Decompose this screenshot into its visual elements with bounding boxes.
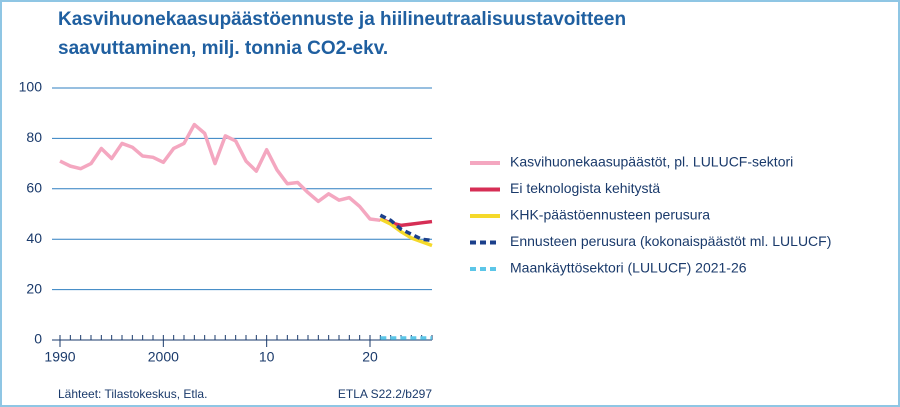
chart-title: Kasvihuonekaasupäästöennuste ja hiilineu… [58, 9, 626, 30]
legend-label: KHK-päästöennusteen perusura [510, 207, 710, 223]
y-tick-label: 60 [26, 180, 42, 196]
y-tick-label: 100 [19, 79, 43, 95]
x-tick-label: 20 [362, 349, 378, 365]
y-tick-label: 0 [34, 331, 42, 347]
x-tick-label: 10 [259, 349, 275, 365]
chart-subtitle: saavuttaminen, milj. tonnia CO2-ekv. [58, 38, 388, 59]
series-line [59, 122, 381, 223]
x-tick-label: 1990 [44, 349, 75, 365]
legend-label: Kasvihuonekaasupäästöt, pl. LULUCF-sekto… [510, 154, 793, 170]
series-line [379, 217, 433, 248]
y-tick-label: 80 [26, 129, 42, 145]
note: ETLA S22.2/b297 [338, 387, 432, 401]
legend-label: Ennusteen perusura (kokonaispäästöt ml. … [510, 233, 831, 249]
series-line [379, 213, 433, 243]
legend-label: Maankäyttösektori (LULUCF) 2021-26 [510, 260, 747, 276]
legend-label: Ei teknologista kehitystä [510, 180, 660, 196]
source: Lähteet: Tilastokeskus, Etla. [58, 387, 207, 401]
x-tick-label: 2000 [148, 349, 179, 365]
y-tick-label: 20 [26, 280, 42, 296]
y-tick-label: 40 [26, 230, 42, 246]
